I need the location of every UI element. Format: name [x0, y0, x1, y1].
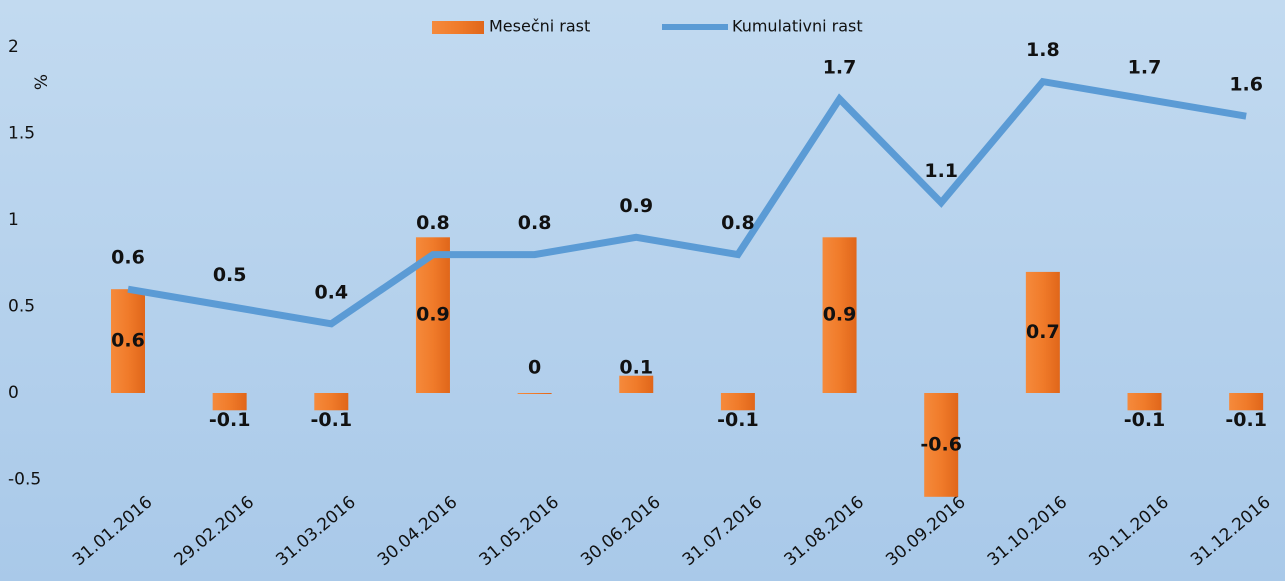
data-label: 0.5	[213, 264, 247, 286]
data-label: -0.1	[1124, 409, 1166, 431]
bar	[619, 375, 654, 393]
data-label: -0.1	[1225, 409, 1267, 431]
bar	[111, 289, 145, 393]
data-label: 0	[528, 357, 541, 379]
data-label: 0.8	[518, 212, 552, 234]
data-label: 0.7	[1026, 321, 1060, 343]
data-label: 0.9	[416, 304, 450, 326]
data-label: 1.7	[823, 56, 857, 78]
data-label: 0.8	[416, 212, 450, 234]
y-tick-label: 0	[8, 383, 19, 403]
legend-label: Mesečni rast	[489, 17, 590, 36]
data-label: 1.8	[1026, 39, 1060, 61]
y-tick-label: -0.5	[8, 470, 41, 490]
legend-label: Kumulativni rast	[732, 17, 863, 36]
data-label: 0.8	[721, 212, 755, 234]
data-label: 0.6	[111, 330, 145, 352]
bar	[1127, 393, 1162, 411]
data-label: 0.4	[314, 281, 348, 303]
y-tick-label: 1.5	[8, 124, 35, 144]
data-label: 0.6	[111, 247, 145, 269]
data-label: 1.7	[1128, 56, 1162, 78]
legend-swatch	[432, 21, 484, 34]
data-label: -0.1	[209, 409, 251, 431]
bar	[1229, 393, 1264, 411]
data-label: 1.6	[1229, 74, 1263, 96]
data-label: -0.1	[311, 409, 353, 431]
data-label: 1.1	[924, 160, 958, 182]
data-label: 0.1	[619, 357, 653, 379]
bar	[720, 393, 755, 411]
y-axis-label: %	[32, 74, 52, 90]
y-tick-label: 0.5	[8, 297, 35, 317]
bar	[314, 393, 349, 411]
bar	[212, 393, 247, 411]
data-label: -0.1	[717, 409, 759, 431]
data-label: 0.9	[619, 195, 653, 217]
y-tick-label: 1	[8, 210, 19, 230]
bar	[517, 393, 552, 394]
bar	[822, 237, 857, 393]
data-label: -0.6	[920, 433, 962, 455]
data-label: 0.9	[823, 304, 857, 326]
bar	[1025, 271, 1060, 393]
line	[127, 77, 1247, 328]
bar	[924, 393, 959, 497]
y-tick-label: 2	[8, 37, 19, 57]
